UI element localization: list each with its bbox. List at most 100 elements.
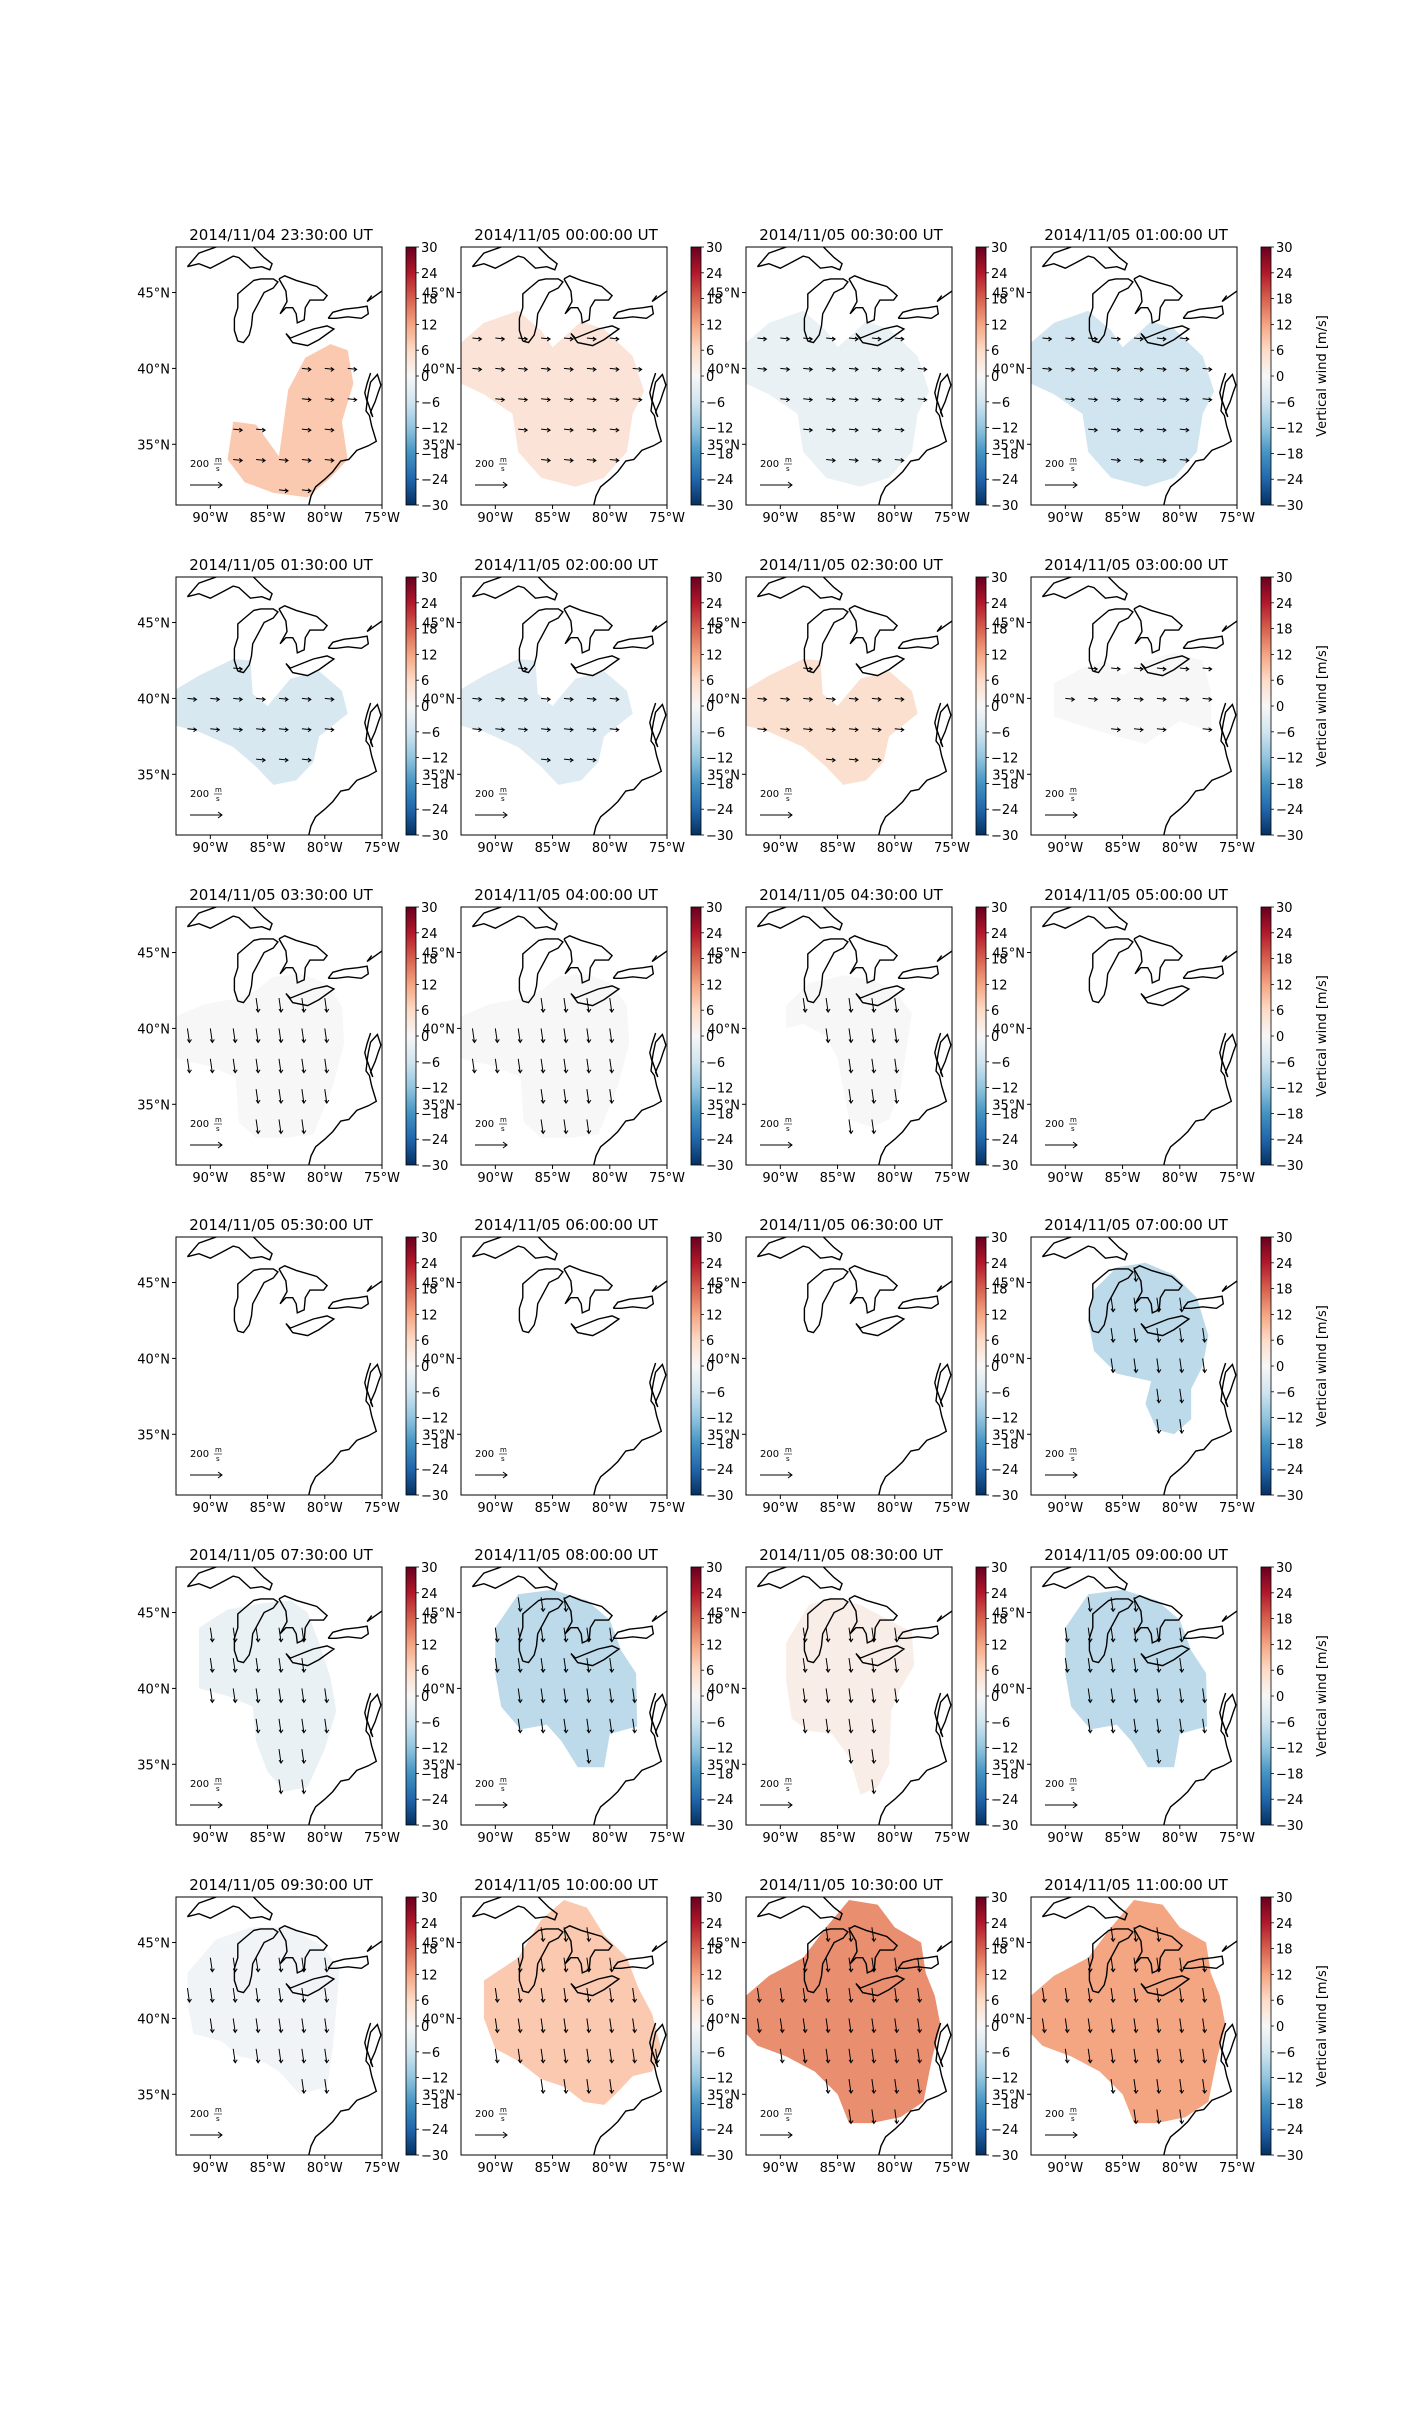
wind-arrow <box>209 1688 215 1704</box>
wind-arrow <box>563 1058 569 1074</box>
wind-arrow <box>609 1718 615 1734</box>
colorbar-tick-label: −24 <box>1276 1133 1303 1148</box>
panel-frame <box>745 906 953 1166</box>
scale-unit-num: m <box>215 1116 222 1124</box>
wind-arrow <box>186 1058 192 1074</box>
wind-arrow <box>1087 1597 1093 1613</box>
colorbar-tick-label: −6 <box>991 396 1010 411</box>
colorbar-tick-label: −6 <box>991 1056 1010 1071</box>
colorbar-tick-label: 12 <box>706 978 723 993</box>
wind-arrow <box>1202 2018 1208 2034</box>
colorbar-tick-label: −24 <box>421 473 448 488</box>
wind-arrow <box>894 696 905 702</box>
wind-arrow <box>472 696 483 702</box>
colorbar-tick-label: −24 <box>421 2123 448 2138</box>
wind-arrow <box>803 336 814 342</box>
wind-arrow <box>1202 1688 1208 1704</box>
scale-unit-num: m <box>1070 1446 1077 1454</box>
panel-title: 2014/11/05 02:00:00 UT <box>474 556 658 574</box>
lon-tick-label: 80°W <box>1162 511 1198 526</box>
lat-tick-label: 45°N <box>422 1607 455 1622</box>
lat-tick-label: 45°N <box>137 617 170 632</box>
wind-arrow <box>1111 696 1122 702</box>
colorbar-label: Vertical wind [m/s] <box>1315 645 1330 767</box>
coastline <box>1182 1625 1225 1640</box>
wind-arrow <box>894 427 905 433</box>
colorbar-tick-label: 0 <box>706 2020 714 2035</box>
colorbar-tick-label: −12 <box>1276 1412 1303 1427</box>
wind-arrow <box>1202 1718 1208 1734</box>
wind-arrow <box>1202 1957 1208 1973</box>
scale-key: 200 ms <box>1045 456 1078 489</box>
coastline <box>327 1955 370 1970</box>
colorbar-tick-label: 6 <box>421 1334 429 1349</box>
coastline <box>612 305 655 320</box>
colorbar-tick-label: 18 <box>706 1943 723 1958</box>
coastline <box>366 620 382 633</box>
coastline <box>233 278 279 344</box>
wind-arrow <box>1156 1987 1162 2003</box>
wind-arrow <box>848 1028 854 1044</box>
coastline <box>1163 702 1233 835</box>
colorbar-tick-label: 18 <box>991 1283 1008 1298</box>
colorbar-tick-label: −24 <box>1276 473 1303 488</box>
coastline <box>1182 1955 1225 1970</box>
colorbar-tick-label: −24 <box>421 1133 448 1148</box>
colorbar-tick-label: 24 <box>706 267 723 282</box>
wind-arrow <box>586 1749 592 1765</box>
lat-tick-label: 45°N <box>707 1937 740 1952</box>
wind-arrow <box>894 336 905 342</box>
wind-arrow <box>825 1987 831 2003</box>
colorbar-tick-label: −24 <box>706 1463 733 1478</box>
coastline <box>1088 938 1134 1004</box>
colorbar-tick-label: −12 <box>1276 422 1303 437</box>
wind-arrow <box>1202 727 1213 733</box>
vertical-wind-region <box>461 310 645 487</box>
scale-unit-den: s <box>786 1455 790 1463</box>
colorbar-tick-label: −30 <box>706 1489 733 1504</box>
wind-arrow <box>540 1718 546 1734</box>
wind-arrow <box>1156 366 1167 372</box>
wind-arrow <box>541 727 552 733</box>
scale-key: 200 ms <box>760 1116 793 1149</box>
wind-arrow <box>255 1089 261 1105</box>
wind-arrow <box>802 997 808 1013</box>
colorbar-tick-label: 18 <box>991 1613 1008 1628</box>
coastline <box>186 247 273 271</box>
colorbar-tick-label: 12 <box>706 1308 723 1323</box>
coastline <box>936 703 952 748</box>
wind-arrow <box>494 1058 500 1074</box>
coastline <box>366 2023 382 2068</box>
wind-arrow <box>848 366 859 372</box>
colorbar-tick-label: −24 <box>1276 2123 1303 2138</box>
wind-arrow <box>609 997 615 1013</box>
lon-tick-label: 90°W <box>192 1171 228 1186</box>
wind-arrow <box>825 1657 831 1673</box>
colorbar-tick-label: −12 <box>421 1412 448 1427</box>
wind-arrow <box>301 1749 307 1765</box>
lon-tick-label: 80°W <box>307 1501 343 1516</box>
wind-arrow <box>255 2048 261 2064</box>
colorbar-tick-label: 18 <box>706 623 723 638</box>
wind-arrow <box>278 727 289 733</box>
lon-tick-label: 85°W <box>250 2161 286 2176</box>
wind-arrow <box>1156 1297 1162 1313</box>
wind-arrow <box>917 1987 923 2003</box>
colorbar-tick-label: −30 <box>421 2149 448 2164</box>
wind-arrow <box>518 427 529 433</box>
colorbar-tick-label: −30 <box>706 2149 733 2164</box>
lon-tick-label: 85°W <box>250 1171 286 1186</box>
lat-tick-label: 40°N <box>137 2012 170 2027</box>
colorbar-tick-label: 12 <box>1276 648 1293 663</box>
vertical-wind-region <box>786 975 912 1128</box>
wind-arrow <box>894 1657 900 1673</box>
wind-arrow <box>802 1688 808 1704</box>
wind-arrow <box>871 1718 877 1734</box>
colorbar-tick-label: −30 <box>991 829 1018 844</box>
wind-arrow <box>586 1987 592 2003</box>
colorbar-tick-label: −30 <box>421 1819 448 1834</box>
coastline <box>186 577 273 601</box>
coastline <box>233 938 279 1004</box>
wind-arrow <box>1111 458 1122 463</box>
scale-unit-num: m <box>785 456 792 464</box>
